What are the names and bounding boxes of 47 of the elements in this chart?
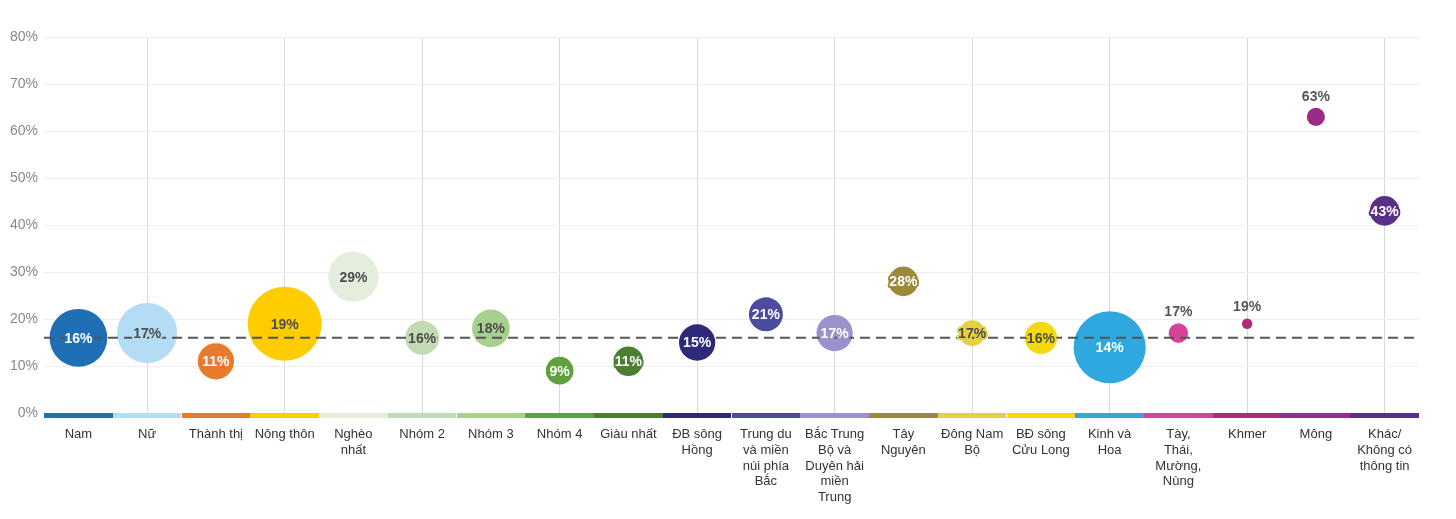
x-tick-label: ĐB sông Hồng — [672, 426, 723, 457]
data-label: 14% — [1095, 339, 1125, 356]
data-label: 11% — [202, 353, 231, 370]
data-label: 19% — [1233, 298, 1262, 315]
data-label: 18% — [476, 320, 506, 337]
x-tick-label: Mông — [1299, 426, 1333, 442]
data-label: 63% — [1301, 87, 1331, 104]
y-tick-label: 30% — [9, 262, 39, 279]
data-label: 15% — [683, 334, 712, 351]
data-label: 16% — [1026, 329, 1056, 346]
y-tick-label: 60% — [9, 121, 39, 138]
data-label: 28% — [889, 273, 918, 290]
y-tick-label: 0% — [17, 403, 39, 420]
y-tick-label: 50% — [9, 168, 39, 185]
data-label: 17% — [820, 324, 850, 341]
data-label: 11% — [614, 353, 643, 370]
x-tick-label: Khmer — [1227, 426, 1267, 442]
x-tick-label: Thành thị — [188, 426, 244, 442]
x-tick-label: Kinh và Hoa — [1087, 426, 1133, 457]
data-label: 19% — [270, 315, 300, 332]
data-label: 29% — [339, 268, 368, 285]
y-tick-label: 70% — [9, 74, 39, 91]
x-tick-label: Khác/ Không có thông tin — [1357, 426, 1413, 473]
x-tick-label: Nhóm 3 — [468, 426, 514, 442]
x-tick-label: Tây Nguyên — [880, 426, 926, 457]
data-label: 17% — [1164, 303, 1193, 320]
x-tick-label: Nông thôn — [254, 426, 315, 442]
data-label: 21% — [751, 306, 781, 323]
y-tick-label: 80% — [9, 27, 39, 44]
x-tick-label: Nhóm 2 — [399, 426, 445, 442]
x-tick-label: Bắc Trung Bộ và Duyên hải miền Trung — [805, 426, 865, 504]
x-tick-label: Nữ — [138, 426, 157, 442]
y-tick-label: 20% — [9, 309, 39, 326]
x-tick-label: Nam — [64, 426, 93, 442]
x-tick-label: Nhóm 4 — [536, 426, 583, 442]
data-label: 16% — [64, 329, 93, 346]
x-tick-label: Trung du và miền núi phía Bắc — [740, 426, 792, 489]
y-tick-label: 10% — [9, 356, 39, 373]
data-label: 17% — [133, 324, 162, 341]
x-tick-label: BĐ sông Cửu Long — [1011, 426, 1070, 457]
y-tick-label: 40% — [9, 215, 39, 232]
data-label: 43% — [1370, 202, 1400, 219]
x-tick-label: Giàu nhất — [600, 426, 657, 442]
x-tick-label: Tày, Thái, Mường, Nùng — [1155, 426, 1202, 489]
x-tick-label: Nghèo nhất — [334, 426, 373, 457]
x-tick-label: Đông Nam Bộ — [941, 426, 1004, 457]
data-label: 9% — [549, 362, 571, 379]
